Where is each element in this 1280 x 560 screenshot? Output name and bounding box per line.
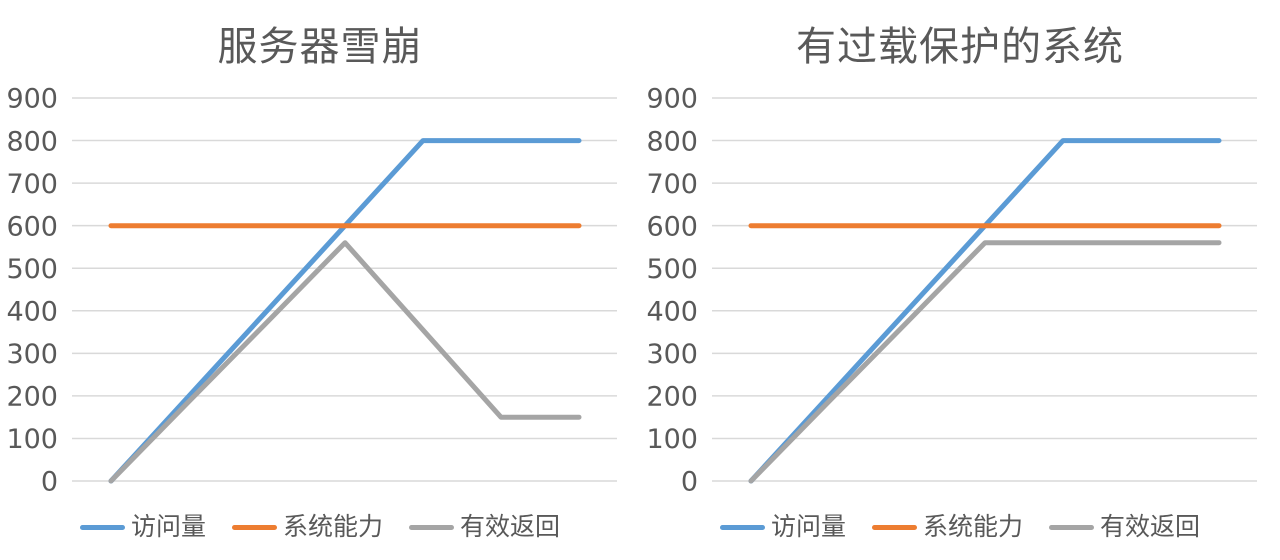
y-tick-label-600: 600 [646,211,698,242]
legend-swatch-icon [79,524,125,530]
y-tick-label-900: 900 [646,84,698,115]
legend-swatch-icon [409,524,454,530]
y-tick-label-800: 800 [6,126,58,157]
chart-server-avalanche: 服务器雪崩 900 800 700 600 500 400 300 200 100 0 访问量 系统… [0,24,640,542]
y-tick-label-900: 900 [6,84,58,115]
y-tick-label-600: 600 [6,211,58,242]
y-tick-label-500: 500 [646,254,698,285]
y-tick-label-300: 300 [646,339,698,370]
legend-label: 有效返回 [460,512,561,541]
y-tick-label-400: 400 [646,296,698,327]
series-line-2 [748,240,1222,484]
y-tick-label-100: 100 [6,424,58,455]
plot-area-left: 900 800 700 600 500 400 300 200 100 0 [6,84,617,498]
plot-area-right: 900 800 700 600 500 400 300 200 100 0 [646,84,1257,498]
legend-right: 访问量 系统能力 有效返回 [640,512,1280,542]
legend-label: 有效返回 [1100,512,1201,541]
legend-item-2: 有效返回 [409,512,560,542]
legend-item-2: 有效返回 [1049,512,1200,542]
legend-label: 系统能力 [922,512,1023,541]
legend-swatch-icon [1049,524,1094,530]
y-tick-label-200: 200 [6,382,58,413]
legend-swatch-icon [719,524,765,530]
chart-title-left: 服务器雪崩 [217,24,423,70]
legend-swatch-icon [871,524,917,530]
legend-item-0: 访问量 [719,512,846,542]
legend-label: 访问量 [130,512,206,541]
chart-overload-protected: 有过载保护的系统 900 800 700 600 500 400 300 200 100 0 访问… [640,0,1280,560]
legend-item-0: 访问量 [79,512,206,542]
legend-item-1: 系统能力 [871,512,1023,542]
legend-item-1: 系统能力 [231,512,383,542]
y-tick-label-0: 0 [681,467,698,498]
y-tick-label-700: 700 [6,169,58,200]
series-line-2 [108,240,582,484]
y-tick-label-200: 200 [646,382,698,413]
y-tick-label-400: 400 [6,296,58,327]
y-tick-label-100: 100 [646,424,698,455]
legend-left: 访问量 系统能力 有效返回 [0,512,640,542]
y-tick-label-700: 700 [646,169,698,200]
legend-swatch-icon [231,524,277,530]
y-tick-label-500: 500 [6,254,58,285]
legend-label: 访问量 [770,512,846,541]
y-tick-label-0: 0 [41,467,58,498]
y-tick-label-800: 800 [646,126,698,157]
y-tick-label-300: 300 [6,339,58,370]
chart-title-right: 有过载保护的系统 [796,24,1124,70]
legend-label: 系统能力 [282,512,383,541]
